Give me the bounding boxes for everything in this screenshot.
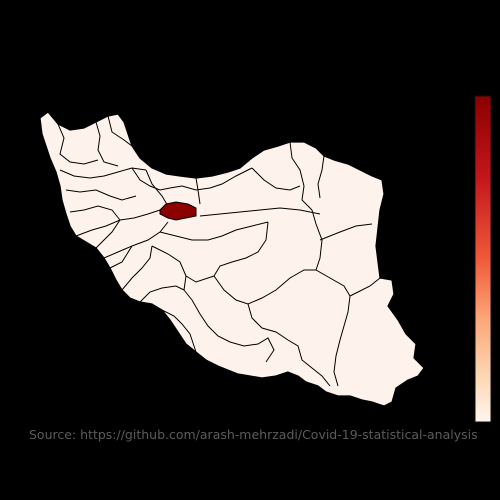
province-tehran[interactable]: [159, 201, 197, 221]
province-borders: [57, 115, 381, 387]
country-outline: [39, 111, 425, 407]
source-caption: Source: https://github.com/arash-mehrzad…: [29, 427, 478, 442]
colorbar-gradient: [474, 95, 492, 423]
